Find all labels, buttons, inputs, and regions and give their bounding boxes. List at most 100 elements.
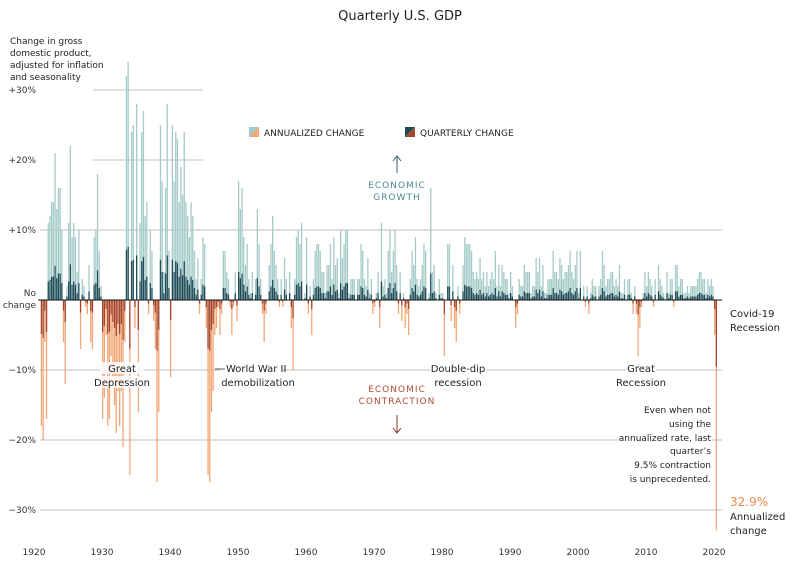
annualized-bar: [540, 286, 542, 300]
annualized-bar: [292, 300, 294, 370]
quarterly-bar: [54, 265, 56, 300]
annualized-bar: [379, 300, 381, 328]
quarterly-bar: [484, 296, 486, 300]
annualized-bar: [321, 272, 323, 300]
quarterly-bar: [261, 300, 264, 304]
x-tick-label: 2010: [635, 548, 658, 558]
annualized-bar: [51, 202, 53, 300]
annualized-bar: [130, 132, 133, 300]
x-tick-label: 2020: [703, 548, 726, 558]
quarterly-bar: [282, 300, 284, 302]
annualized-bar: [435, 293, 437, 300]
quarterly-bar: [528, 293, 530, 300]
annualized-bar: [193, 251, 196, 300]
quarterly-bar: [319, 288, 321, 300]
quarterly-bar: [525, 293, 527, 300]
quarterly-bar: [453, 300, 456, 308]
annualized-bar: [282, 300, 284, 307]
annualized-bar: [516, 300, 519, 314]
annualized-bar: [170, 300, 172, 377]
quarterly-bar: [372, 300, 374, 304]
quarterly-bar: [387, 288, 389, 300]
quarterly-bar: [511, 296, 513, 300]
annualized-bar: [549, 279, 551, 300]
quarterly-bar: [402, 298, 405, 300]
annualized-bar: [168, 251, 170, 300]
quarterly-bar: [161, 271, 163, 300]
quarterly-bar: [610, 293, 612, 300]
annualized-bar: [600, 279, 602, 300]
annualized-bar: [79, 300, 82, 349]
quarterly-bar: [695, 296, 697, 300]
annualized-bar: [185, 202, 187, 300]
quarterly-bar: [197, 289, 199, 300]
quarterly-bar: [443, 300, 445, 315]
quarterly-bar: [351, 294, 354, 300]
annualized-bar: [501, 265, 503, 300]
quarterly-bar: [566, 293, 568, 300]
quarterly-bar: [600, 294, 602, 300]
quarterly-bar: [42, 300, 44, 338]
annualized-bar: [618, 265, 621, 300]
quarterly-bar: [278, 300, 281, 302]
annualized-bar: [317, 244, 320, 300]
quarterly-bar: [232, 300, 235, 302]
quarterly-bar: [615, 294, 617, 300]
annualized-bar: [255, 279, 257, 300]
quarterly-bar: [132, 259, 134, 300]
quarterly-bar: [178, 276, 180, 300]
annualized-bar: [256, 209, 258, 300]
annualized-bar: [146, 202, 148, 300]
annualized-bar: [188, 237, 190, 300]
quarterly-bar: [329, 286, 332, 300]
quarterly-bar: [134, 300, 136, 308]
annualized-bar: [204, 244, 206, 300]
svg-text:Depression: Depression: [94, 378, 150, 389]
annualized-bar: [450, 300, 452, 321]
quarterly-bar: [193, 288, 196, 300]
annualized-bar: [530, 293, 532, 300]
annualized-bar: [515, 300, 517, 328]
annualized-bar: [404, 300, 406, 328]
annualized-bar: [105, 300, 107, 335]
annualized-bar: [567, 265, 570, 300]
quarterly-bar: [515, 300, 517, 308]
quarterly-bar: [521, 296, 524, 300]
annualized-bar: [508, 293, 510, 300]
annualized-bar: [368, 293, 371, 300]
annualized-bar: [380, 223, 383, 300]
quarterly-bar: [127, 246, 129, 300]
quarterly-bar: [595, 296, 597, 300]
annualized-bar: [338, 293, 340, 300]
annualized-bar: [409, 279, 411, 300]
quarterly-bar: [137, 300, 139, 330]
annualized-bar: [605, 286, 607, 300]
quarterly-bar: [666, 293, 668, 300]
svg-text:Annualized: Annualized: [730, 512, 785, 523]
annualized-bar: [442, 293, 444, 300]
quarterly-bar: [567, 291, 570, 300]
quarterly-bar: [183, 261, 185, 300]
annotation-covid: Covid-19 Recession: [730, 309, 780, 334]
annualized-bar: [710, 279, 712, 300]
annualized-bar: [700, 272, 702, 300]
quarterly-bar: [549, 294, 551, 300]
annualized-bar: [620, 293, 622, 300]
quarterly-bar: [702, 294, 704, 300]
annualized-bar: [474, 279, 476, 300]
annualized-bar: [494, 251, 496, 300]
quarterly-bar: [447, 286, 449, 300]
annualized-bar: [579, 251, 581, 300]
quarterly-bar: [678, 296, 680, 300]
annualized-bar: [234, 272, 236, 300]
annualized-bar: [453, 300, 456, 328]
quarterly-bar: [221, 300, 223, 304]
annualized-bar: [358, 279, 360, 300]
quarterly-bar: [307, 300, 309, 304]
quarterly-bar: [418, 296, 420, 300]
quarterly-bar: [202, 284, 204, 300]
quarterly-bar: [659, 294, 661, 300]
annualized-bar: [244, 265, 247, 300]
y-tick-label: +10%: [8, 226, 36, 236]
annualized-bar: [367, 258, 369, 300]
